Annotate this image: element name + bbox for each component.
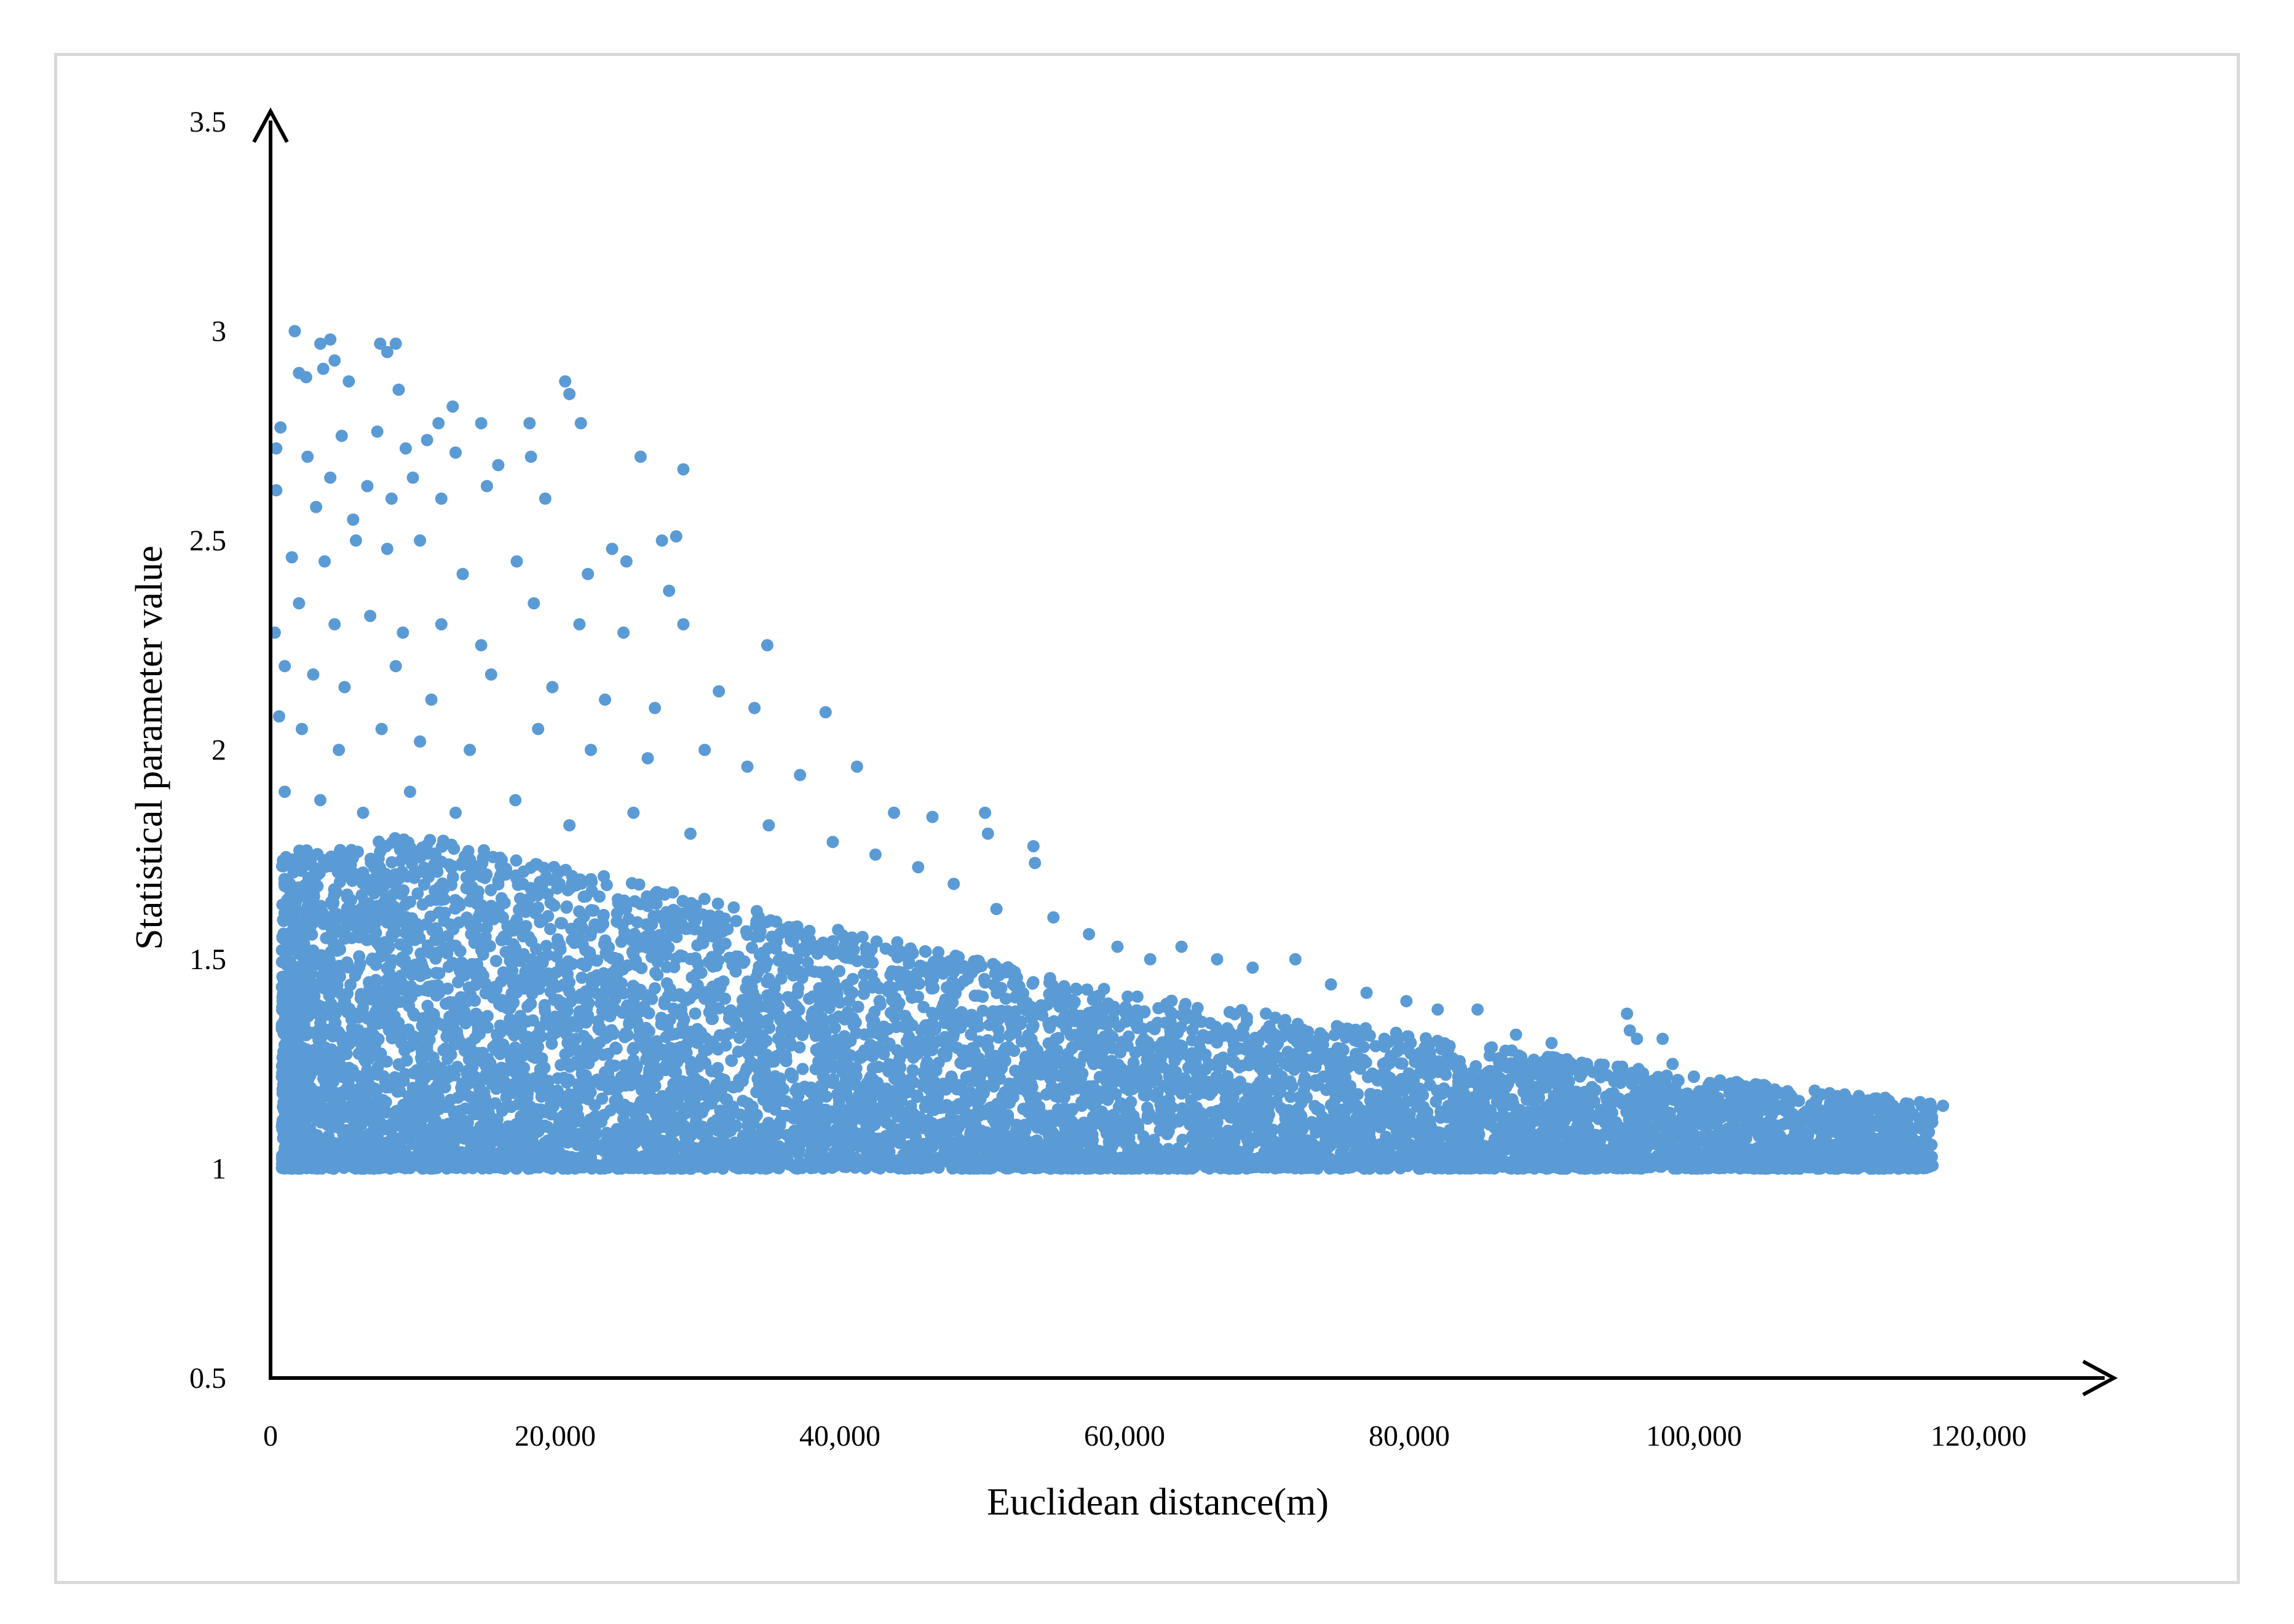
data-point xyxy=(1102,1028,1115,1040)
data-point xyxy=(544,897,557,909)
data-point xyxy=(903,957,916,970)
data-point xyxy=(650,941,663,954)
data-point xyxy=(1043,972,1056,984)
data-point xyxy=(555,917,567,930)
data-point xyxy=(833,965,846,978)
chart-frame: 0.5 1 1.5 2 2.5 3 3.5 0 20,000 40,000 60,000 80,000… xyxy=(54,53,2240,1584)
data-point xyxy=(1152,1002,1165,1015)
data-point xyxy=(340,1048,353,1060)
data-point xyxy=(485,884,497,897)
data-point xyxy=(856,930,869,943)
data-point xyxy=(726,1080,739,1093)
data-point xyxy=(617,963,630,976)
data-points xyxy=(268,325,1950,1175)
data-point xyxy=(1499,1044,1512,1057)
data-point xyxy=(976,990,989,1003)
data-point xyxy=(397,884,410,897)
data-point xyxy=(872,1061,885,1073)
data-point xyxy=(645,951,658,964)
data-point xyxy=(540,940,553,953)
data-point xyxy=(1228,1008,1241,1021)
data-point xyxy=(746,941,758,954)
data-point xyxy=(411,887,424,900)
data-point xyxy=(499,946,512,959)
data-point xyxy=(1211,1104,1224,1117)
data-point xyxy=(999,992,1012,1005)
data-point xyxy=(796,1063,809,1075)
data-point xyxy=(1131,990,1144,1003)
data-point xyxy=(489,954,502,967)
data-point xyxy=(609,1041,622,1054)
data-point xyxy=(820,965,833,978)
data-point xyxy=(689,1007,702,1020)
data-point xyxy=(585,876,598,889)
data-point xyxy=(1310,1103,1323,1115)
data-point xyxy=(1204,1016,1217,1029)
data-point xyxy=(300,844,313,857)
data-point xyxy=(991,986,1003,999)
data-point xyxy=(932,946,945,959)
data-point xyxy=(730,914,743,927)
data-point xyxy=(1121,990,1134,1003)
scatter-chart: 0.511.522.533.50 20,000 40,000 60,000 80,000… xyxy=(129,106,2118,1523)
data-point xyxy=(441,982,454,995)
data-point xyxy=(1098,983,1110,996)
data-point xyxy=(555,1059,568,1071)
data-point xyxy=(580,890,593,903)
data-point xyxy=(1430,1095,1442,1108)
data-point xyxy=(1298,1071,1311,1084)
data-point xyxy=(1284,1090,1297,1103)
data-point xyxy=(946,975,959,988)
data-point xyxy=(489,1097,502,1110)
